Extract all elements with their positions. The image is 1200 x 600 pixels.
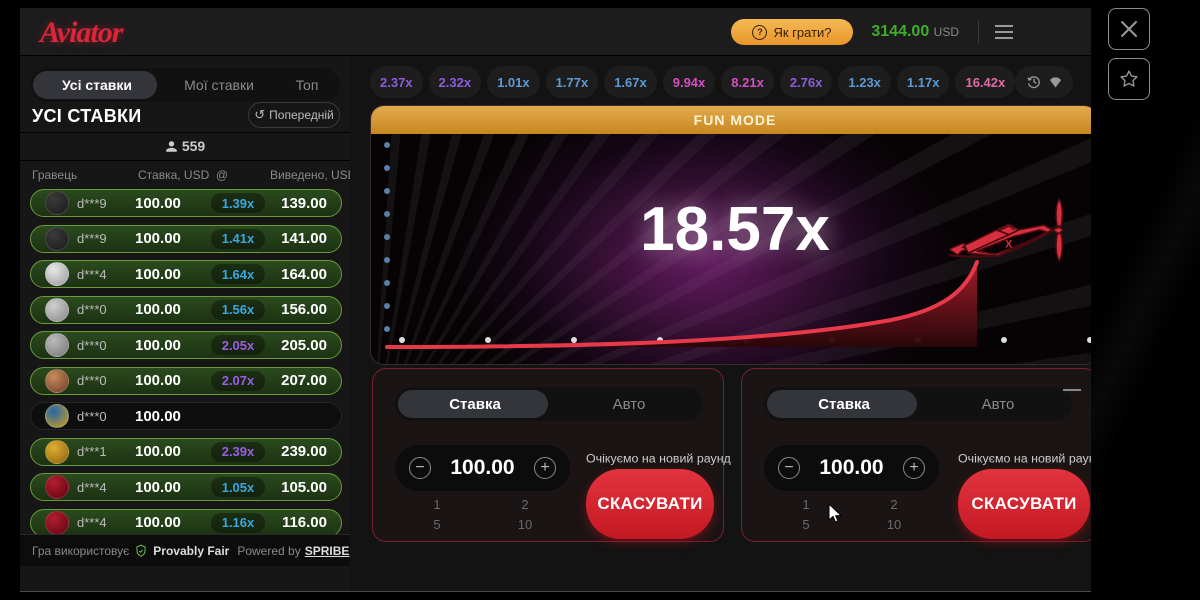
svg-text:X: X: [1005, 238, 1012, 250]
